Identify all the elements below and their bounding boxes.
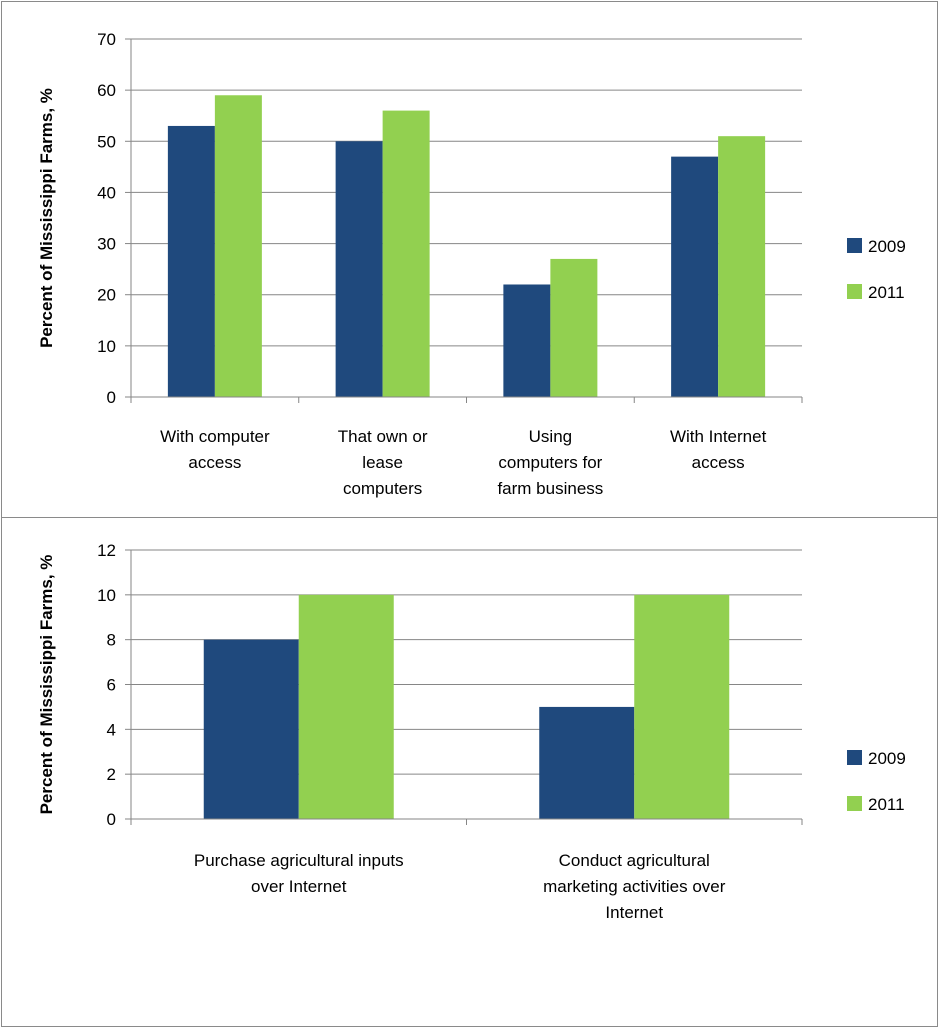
legend-swatch-2009 bbox=[847, 238, 862, 253]
bar-2009 bbox=[671, 156, 719, 397]
bar-2009 bbox=[539, 706, 635, 819]
bar-2011 bbox=[550, 258, 598, 397]
bar-2009 bbox=[335, 141, 383, 397]
category-label: That own or bbox=[338, 427, 428, 446]
bar-2011 bbox=[382, 110, 430, 397]
y-tick-label: 4 bbox=[107, 720, 116, 739]
y-tick-label: 12 bbox=[97, 541, 116, 560]
y-axis-label: Percent of Mississippi Farms, % bbox=[37, 555, 56, 815]
category-label: marketing activities over bbox=[543, 877, 726, 896]
y-tick-label: 2 bbox=[107, 765, 116, 784]
bar-2011 bbox=[718, 136, 766, 397]
y-tick-label: 20 bbox=[97, 286, 116, 305]
bar-2011 bbox=[298, 594, 394, 819]
y-tick-label: 10 bbox=[97, 586, 116, 605]
category-label: lease bbox=[362, 453, 403, 472]
chart-panel-bottom: 0 2 4 6 8 10 12 Purchase agricultural inputs ove… bbox=[1, 517, 938, 1027]
category-label: access bbox=[692, 453, 745, 472]
category-label: With Internet bbox=[670, 427, 767, 446]
bar-2009 bbox=[503, 284, 551, 397]
y-axis-label: Percent of Mississippi Farms, % bbox=[37, 88, 56, 348]
category-label: Conduct agricultural bbox=[559, 851, 710, 870]
bar-2009 bbox=[203, 639, 299, 819]
category-label: Purchase agricultural inputs bbox=[194, 851, 404, 870]
chart-top-svg: 0 10 20 30 40 50 60 70 With computer access That o… bbox=[37, 30, 906, 498]
bar-2011 bbox=[634, 594, 730, 819]
y-tick-label: 60 bbox=[97, 81, 116, 100]
bar-2011 bbox=[214, 95, 262, 397]
category-label: computers for bbox=[498, 453, 602, 472]
category-label: farm business bbox=[497, 479, 603, 498]
chart-bottom-svg: 0 2 4 6 8 10 12 Purchase agricultural inputs ove… bbox=[37, 541, 906, 922]
chart-panel-top: 0 10 20 30 40 50 60 70 With computer access That o… bbox=[1, 1, 938, 518]
y-tick-label: 6 bbox=[107, 676, 116, 695]
legend-label: 2011 bbox=[868, 795, 905, 814]
category-label: over Internet bbox=[251, 877, 347, 896]
category-label: Using bbox=[529, 427, 572, 446]
category-label: Internet bbox=[605, 903, 663, 922]
legend-label: 2009 bbox=[868, 237, 906, 256]
y-tick-label: 0 bbox=[107, 810, 116, 829]
category-label: With computer bbox=[160, 427, 270, 446]
legend-swatch-2011 bbox=[847, 796, 862, 811]
y-tick-label: 0 bbox=[107, 388, 116, 407]
category-label: computers bbox=[343, 479, 422, 498]
legend-swatch-2009 bbox=[847, 750, 862, 765]
y-tick-label: 70 bbox=[97, 30, 116, 49]
legend-label: 2009 bbox=[868, 749, 906, 768]
y-tick-label: 40 bbox=[97, 183, 116, 202]
legend-label: 2011 bbox=[868, 283, 905, 302]
legend-swatch-2011 bbox=[847, 284, 862, 299]
y-tick-label: 30 bbox=[97, 235, 116, 254]
category-label: access bbox=[188, 453, 241, 472]
y-tick-label: 10 bbox=[97, 337, 116, 356]
y-tick-label: 8 bbox=[107, 631, 116, 650]
y-tick-label: 50 bbox=[97, 132, 116, 151]
bar-2009 bbox=[167, 125, 215, 397]
